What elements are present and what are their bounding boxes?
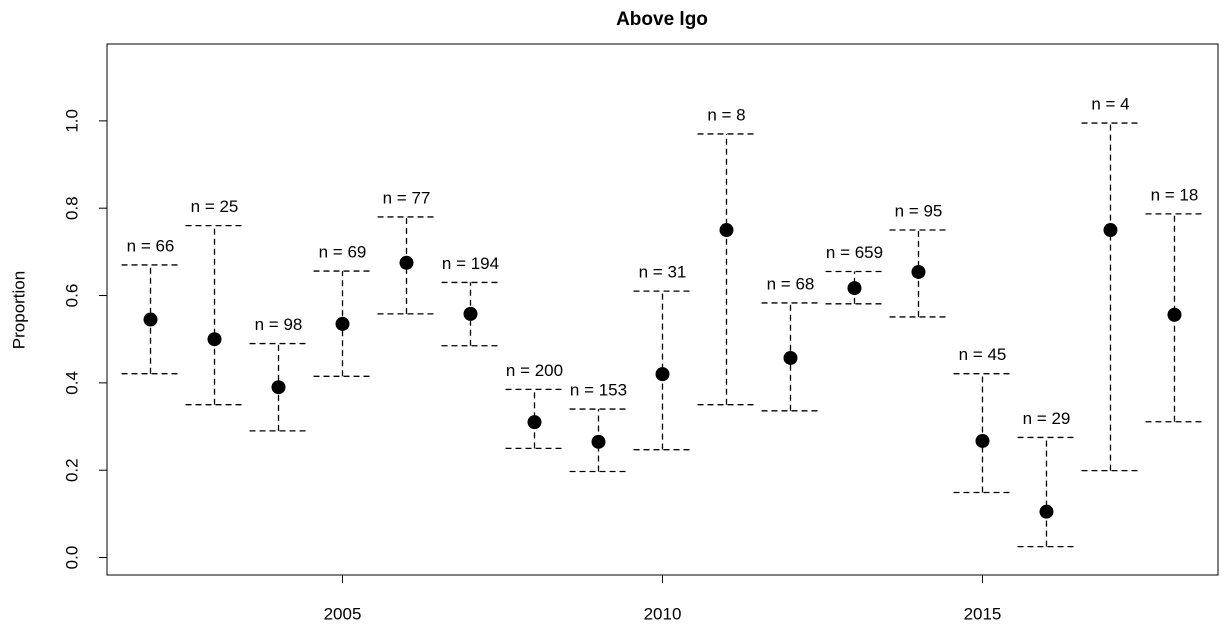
y-tick-label: 0.2 [62, 458, 81, 482]
y-tick-label: 0.4 [62, 371, 81, 395]
y-tick-label: 0.6 [62, 284, 81, 308]
point [399, 255, 414, 270]
count-label: n = 200 [506, 361, 563, 380]
point [527, 415, 542, 430]
point [591, 434, 606, 449]
count-label: n = 98 [255, 315, 303, 334]
count-label: n = 77 [383, 188, 431, 207]
x-tick-label: 2010 [644, 604, 682, 623]
y-tick-label: 0.0 [62, 546, 81, 570]
count-label: n = 95 [895, 202, 943, 221]
y-axis-label: Proportion [9, 271, 28, 349]
count-label: n = 66 [127, 236, 175, 255]
point [975, 433, 990, 448]
count-label: n = 29 [1023, 409, 1071, 428]
count-label: n = 8 [707, 105, 745, 124]
point [271, 380, 286, 395]
point [1167, 307, 1182, 322]
count-label: n = 659 [826, 243, 883, 262]
count-label: n = 68 [767, 274, 815, 293]
point [911, 264, 926, 279]
count-label: n = 25 [191, 197, 239, 216]
y-tick-label: 1.0 [62, 109, 81, 133]
y-tick-label: 0.8 [62, 196, 81, 220]
count-label: n = 69 [319, 243, 367, 262]
count-label: n = 45 [959, 345, 1007, 364]
count-label: n = 31 [639, 263, 687, 282]
count-label: n = 153 [570, 381, 627, 400]
point [655, 367, 670, 382]
point [463, 306, 478, 321]
point [719, 223, 734, 238]
point [1103, 223, 1118, 238]
point [207, 332, 222, 347]
point [847, 281, 862, 296]
point [143, 312, 158, 327]
chart-title: Above lgo [616, 9, 708, 30]
x-tick-label: 2015 [964, 604, 1002, 623]
point [783, 350, 798, 365]
point [335, 316, 350, 331]
count-label: n = 194 [442, 254, 499, 273]
count-label: n = 4 [1091, 95, 1129, 114]
count-label: n = 18 [1151, 185, 1199, 204]
x-tick-label: 2005 [324, 604, 362, 623]
point [1039, 504, 1054, 519]
